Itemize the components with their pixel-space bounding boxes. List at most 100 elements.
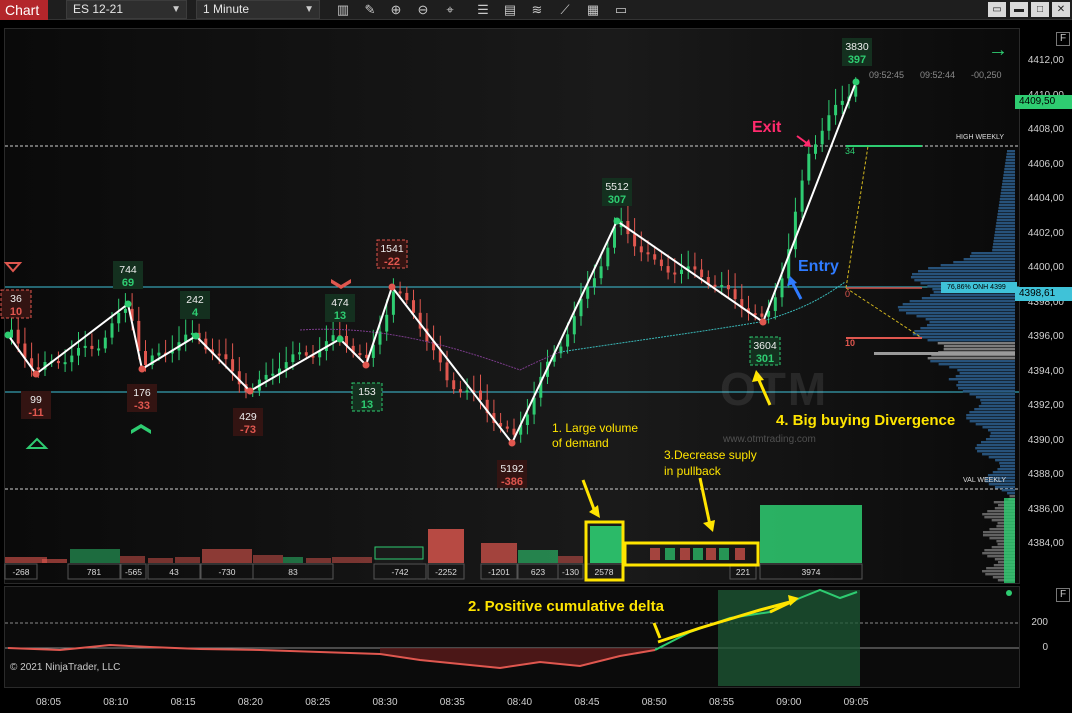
profile-bar <box>987 555 1015 558</box>
candle-body <box>639 246 643 253</box>
candle-body <box>36 367 40 370</box>
profile-label-mid: 0 <box>845 289 851 299</box>
watermark-url: www.otmtrading.com <box>723 434 816 445</box>
candle-body <box>525 414 529 426</box>
profile-bar <box>996 222 1015 225</box>
candle-body <box>432 341 436 351</box>
candle-body <box>512 428 516 435</box>
candle-body <box>418 312 422 329</box>
profile-bar <box>969 411 1015 414</box>
profile-bar <box>966 417 1015 420</box>
instrument-selector[interactable]: ES 12-21 ▼ <box>66 0 187 19</box>
swing-volume: 5512 <box>605 181 629 193</box>
templates-icon[interactable]: ▤ <box>503 2 517 17</box>
profile-bar <box>992 471 1015 474</box>
profile-bar <box>914 330 1015 333</box>
candle-body <box>157 352 161 356</box>
volume-bar <box>306 558 331 563</box>
arrow-divergence-head <box>752 370 764 382</box>
profile-bar <box>917 336 1015 339</box>
profile-bar <box>927 339 1015 342</box>
panel-bottom-button[interactable]: F <box>1056 588 1070 602</box>
profile-bar <box>949 366 1015 369</box>
swing-delta: -33 <box>134 400 150 412</box>
pencil-icon[interactable]: ✎ <box>364 2 376 17</box>
status-time1: 09:52:45 <box>869 70 905 80</box>
volume-bar <box>590 526 622 563</box>
time-tick: 08:35 <box>439 697 465 708</box>
close-icon[interactable]: ✕ <box>1052 2 1070 17</box>
zigzag-point <box>388 283 396 291</box>
high-weekly-label: HIGH WEEKLY <box>956 134 1005 141</box>
data-box-icon[interactable]: ▦ <box>586 2 600 17</box>
profile-bar <box>989 435 1015 438</box>
candle-body <box>365 354 369 358</box>
note-supply: 3.Decrease suply in pullback <box>664 447 757 479</box>
profile-bar <box>980 399 1015 402</box>
link-icon[interactable]: ▭ <box>988 2 1006 17</box>
candle-body <box>144 351 147 366</box>
profile-bar <box>897 306 1015 309</box>
strategies-icon[interactable]: ⟋ <box>560 2 570 17</box>
swing-label-box <box>233 408 263 436</box>
candle-body <box>807 153 811 181</box>
profile-bar <box>962 390 1015 393</box>
candle-body <box>237 371 241 385</box>
maximize-icon[interactable]: □ <box>1031 2 1049 17</box>
drawing-objects-icon[interactable]: ▭ <box>614 2 628 17</box>
profile-bar <box>917 270 1015 273</box>
price-tick: 4406,00 <box>1027 158 1064 170</box>
volume-bar-outline <box>374 546 424 560</box>
chart-tab[interactable]: Chart <box>0 0 48 20</box>
profile-bar <box>1002 177 1015 180</box>
candle-body <box>405 292 409 301</box>
candle-body <box>827 115 831 131</box>
candle-body <box>465 390 469 393</box>
crosshair-icon[interactable]: ⌖ <box>446 2 454 17</box>
instrument-value: ES 12-21 <box>73 2 124 16</box>
zoom-in-icon[interactable]: ⊕ <box>390 2 402 17</box>
candle-body <box>351 345 355 354</box>
candle-body <box>170 350 174 354</box>
candle-body <box>559 346 563 354</box>
profile-bar <box>940 264 1015 267</box>
volume-bars <box>5 505 862 563</box>
swing-label-box <box>325 294 355 322</box>
candle-body <box>753 313 757 316</box>
swing-label-box <box>376 239 408 269</box>
profile-bar <box>986 567 1015 570</box>
properties-icon[interactable]: ☰ <box>477 2 489 17</box>
indicators-icon[interactable]: ≋ <box>531 2 543 17</box>
volume-cell-value: -130 <box>562 567 579 577</box>
panel-top-button[interactable]: F <box>1056 32 1070 46</box>
interval-selector[interactable]: 1 Minute ▼ <box>196 0 320 19</box>
profile-bar <box>931 354 1015 357</box>
profile-bar <box>906 312 1015 315</box>
arrow-supply-head <box>703 520 715 532</box>
volume-cell-value: -565 <box>125 567 142 577</box>
profile-bar <box>910 276 1015 279</box>
volume-bar <box>518 550 558 563</box>
swing-volume: 153 <box>358 386 376 398</box>
profile-bar <box>982 534 1015 537</box>
bars-type-icon[interactable]: ▥ <box>336 2 350 17</box>
minimize-icon[interactable]: ▬ <box>1010 2 1028 17</box>
zoom-out-icon[interactable]: ⊖ <box>417 2 429 17</box>
note-cumulative-delta: 2. Positive cumulative delta <box>468 598 664 615</box>
price-tick: 4396,00 <box>1027 331 1064 342</box>
candle-body <box>680 269 683 274</box>
candle-body <box>854 86 858 97</box>
arrow-right-icon: → <box>988 39 1008 61</box>
swing-volume: 176 <box>133 387 151 399</box>
candle-body <box>767 310 771 317</box>
profile-bar <box>995 225 1015 228</box>
candle-body <box>793 211 797 250</box>
candle-body <box>659 259 663 267</box>
candle-body <box>505 426 509 429</box>
profile-bar <box>930 294 1015 297</box>
volume-bar <box>120 556 145 563</box>
candle-body <box>726 285 730 290</box>
profile-bar <box>929 321 1015 324</box>
chevron-down-icon: ▼ <box>171 4 181 15</box>
candle-body <box>499 422 503 427</box>
